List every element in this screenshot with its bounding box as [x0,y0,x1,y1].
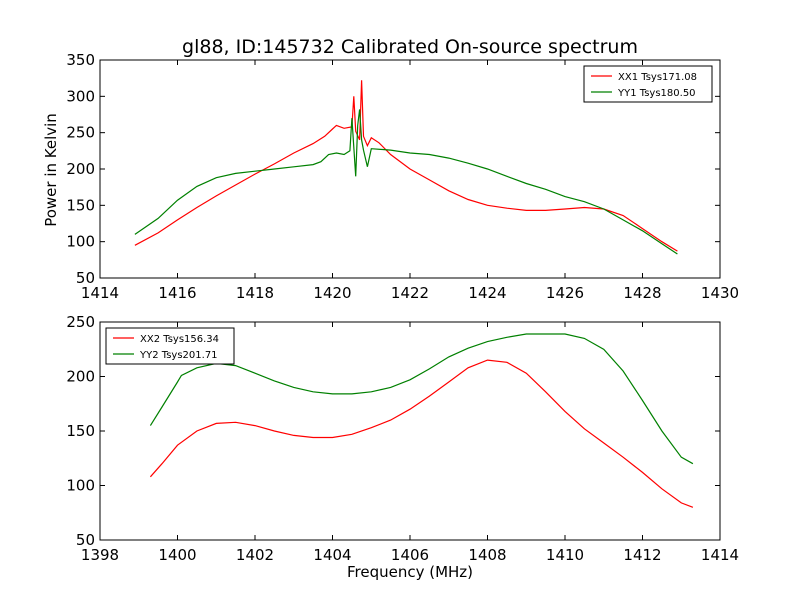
bottom-panel-y-tick-label: 150 [66,422,95,440]
top-panel-y-tick-label: 350 [66,51,95,69]
x-axis-label: Frequency (MHz) [347,563,473,581]
bottom-panel-x-tick-label: 1410 [546,546,584,564]
top-panel-y-tick-label: 100 [66,233,95,251]
top-panel-legend-box [583,65,713,103]
top-panel-x-tick-label: 1424 [468,284,506,302]
top-panel-x-tick-label: 1426 [546,284,584,302]
top-panel-legend: XX1 Tsys171.08 YY1 Tsys180.50 [583,65,713,103]
bottom-panel-x-tick-label: 1412 [623,546,661,564]
bottom-panel-x-tick-label: 1402 [236,546,274,564]
bottom-panel-legend: XX2 Tsys156.34 YY2 Tsys201.71 [105,327,235,365]
top-panel-legend-label: XX1 Tsys171.08 [618,72,697,83]
bottom-panel-x-tick-label: 1400 [158,546,196,564]
top-panel-y-tick-label: 150 [66,196,95,214]
bottom-panel-y-tick-label: 250 [66,313,95,331]
top-panel-series-2-line [134,109,678,255]
bottom-panel-x-tick-label: 1398 [81,546,119,564]
top-panel-y-tick-label: 250 [66,124,95,142]
top-panel-x-tick-label: 1416 [158,284,196,302]
bottom-panel-legend-label: YY2 Tsys201.71 [139,350,218,361]
top-panel-x-tick-label: 1414 [81,284,119,302]
bottom-panel-x-tick-label: 1404 [313,546,351,564]
chart-title: gl88, ID:145732 Calibrated On-source spe… [182,36,638,58]
bottom-panel-legend-box [105,327,235,365]
bottom-panel-x-tick-label: 1408 [468,546,506,564]
top-panel-legend-label: YY1 Tsys180.50 [617,88,696,99]
top-panel-series-1-line [134,80,678,252]
top-panel: 1414 1416 1418 1420 1422 1424 1426 1428 1430 50 10… [66,51,739,302]
bottom-panel-legend-label: XX2 Tsys156.34 [140,334,219,345]
bottom-panel-series-1-line [149,359,694,508]
bottom-panel-y-tick-label: 100 [66,477,95,495]
top-panel-y-tick-label: 50 [76,269,95,287]
top-panel-x-tick-label: 1428 [623,284,661,302]
top-panel-x-tick-label: 1418 [236,284,274,302]
top-panel-x-tick-label: 1430 [701,284,739,302]
bottom-panel-y-tick-label: 200 [66,368,95,386]
bottom-panel-y-tick-label: 50 [76,531,95,549]
y-axis-label: Power in Kelvin [42,113,60,227]
bottom-panel: 1398 1400 1402 1404 1406 1408 1410 1412 1414 50 10… [66,313,739,564]
top-panel-y-tick-label: 200 [66,160,95,178]
bottom-panel-x-tick-label: 1414 [701,546,739,564]
top-panel-x-tick-label: 1422 [391,284,429,302]
top-panel-y-tick-label: 300 [66,87,95,105]
top-panel-x-tick-label: 1420 [313,284,351,302]
bottom-panel-x-tick-label: 1406 [391,546,429,564]
